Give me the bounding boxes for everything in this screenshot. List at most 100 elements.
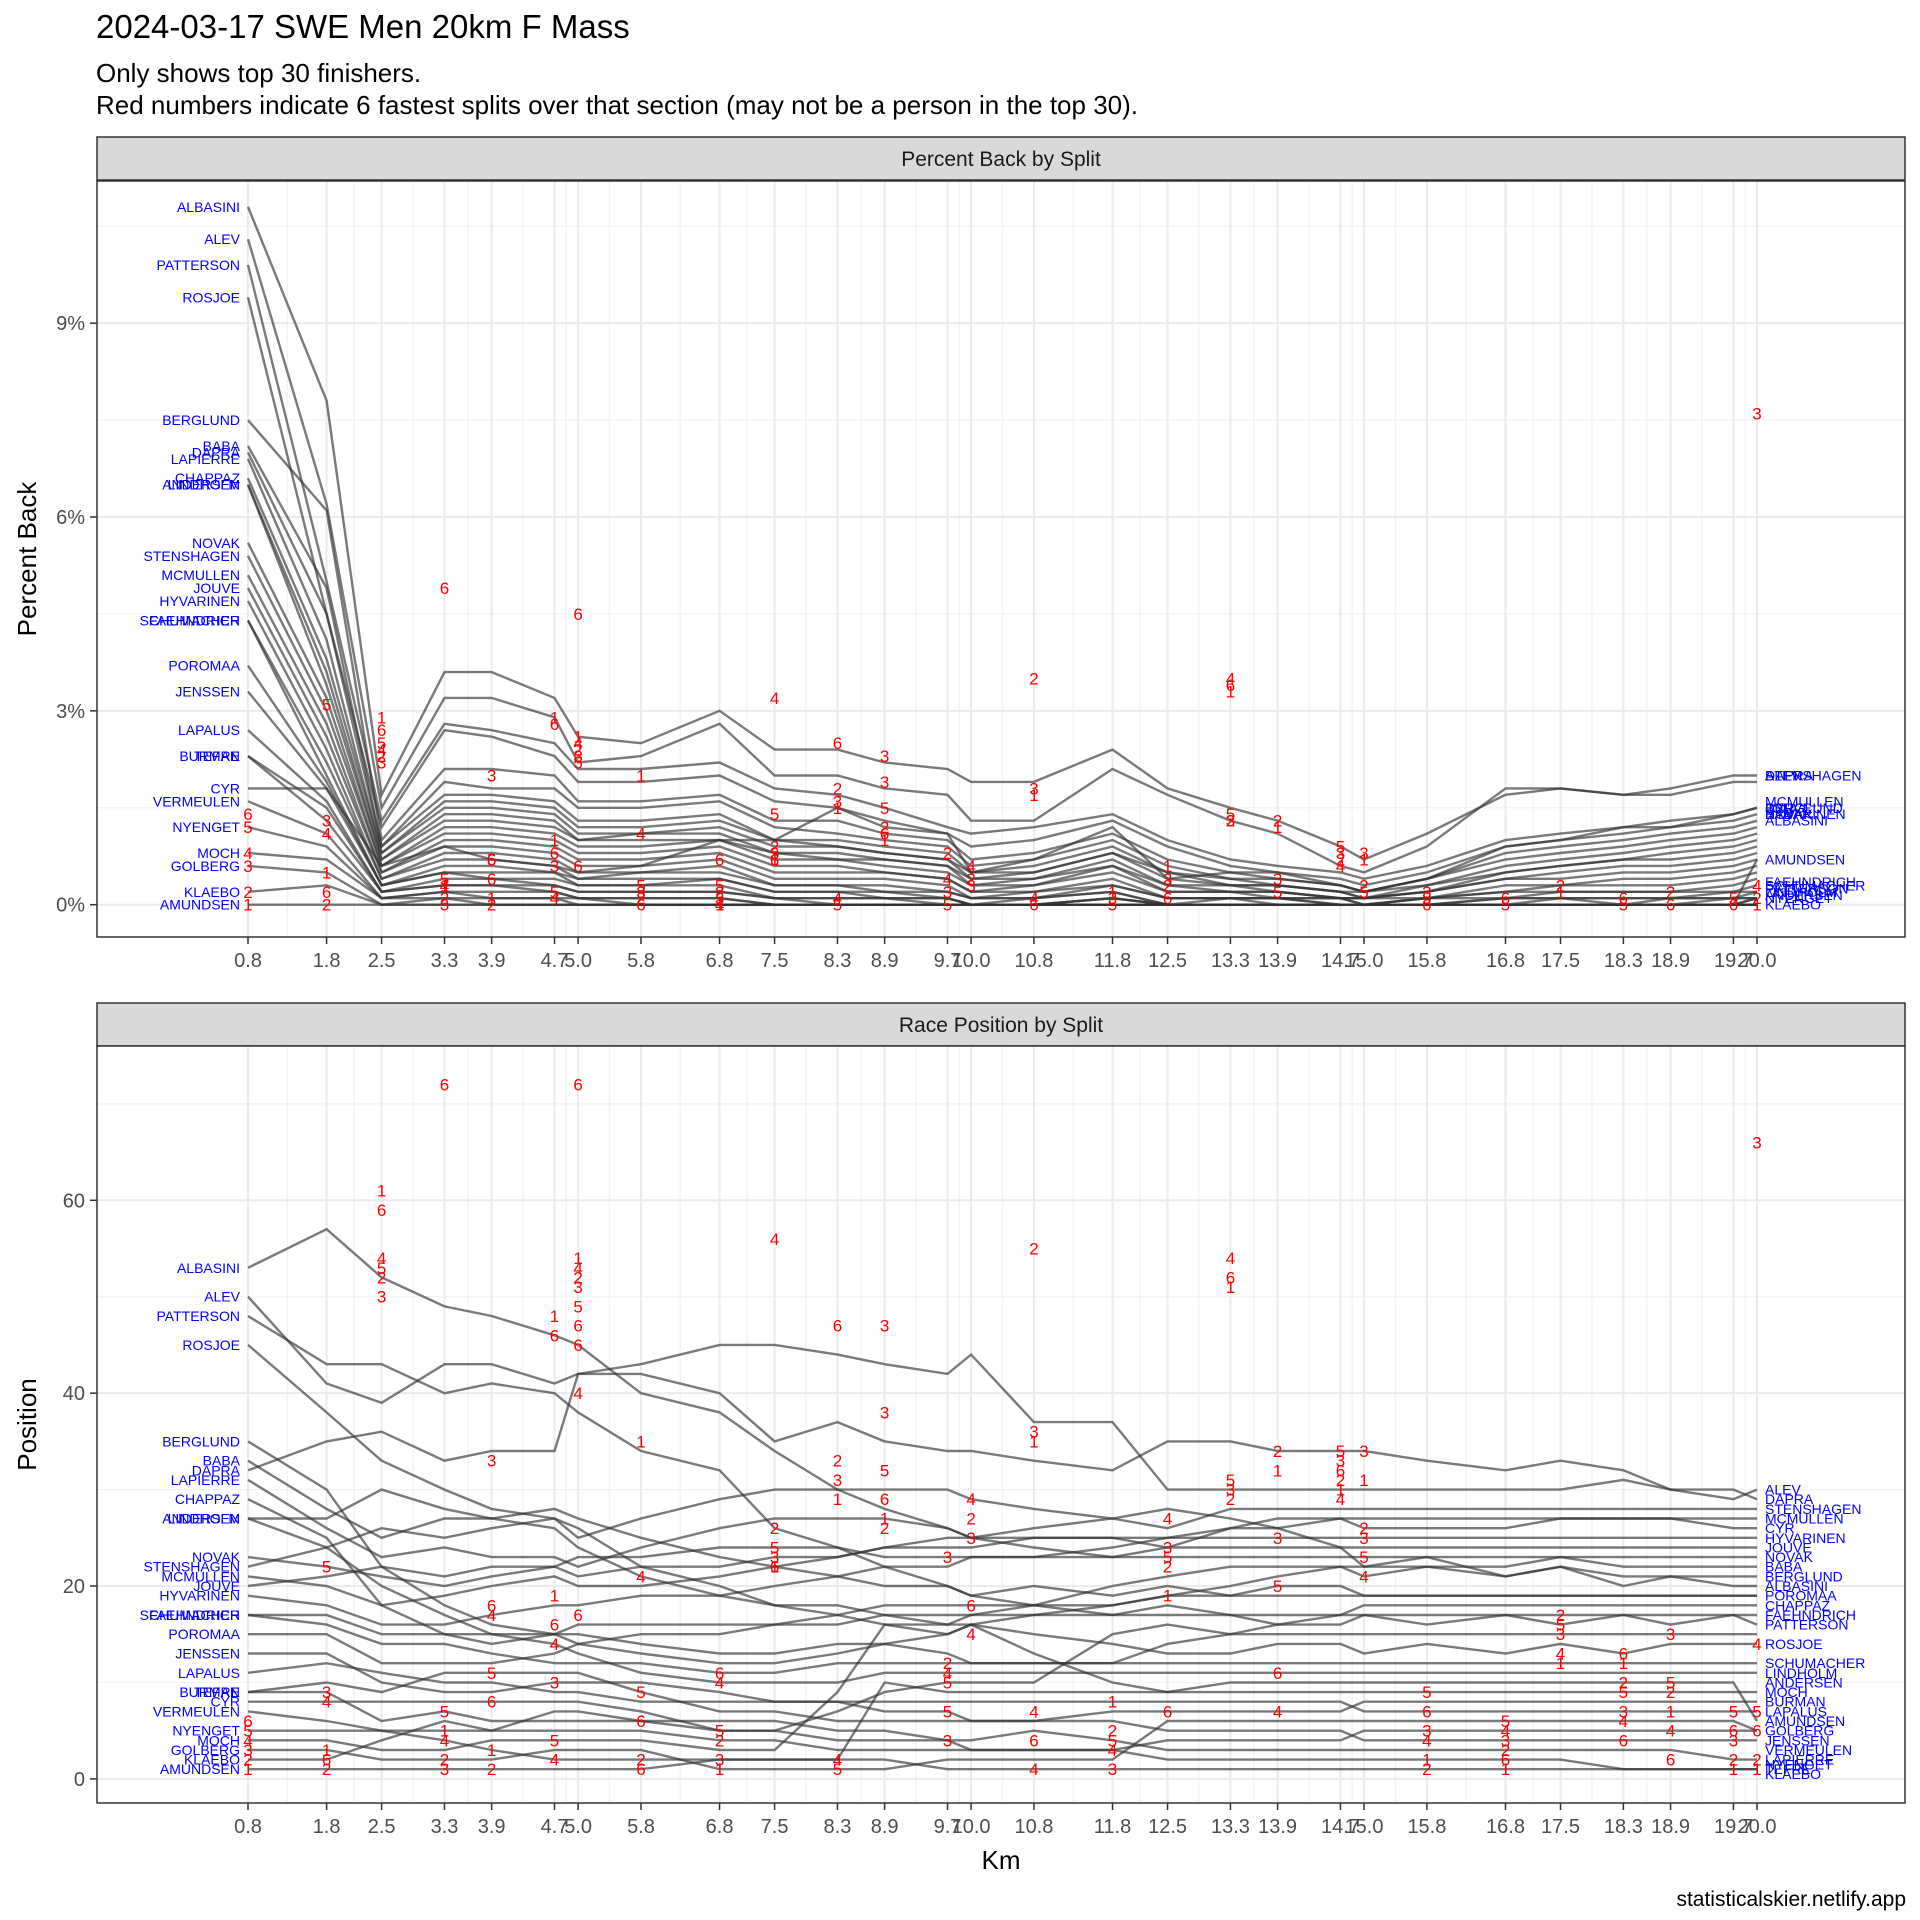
athlete-start-label: NYENGET <box>172 819 240 835</box>
split-rank-label: 3 <box>243 1741 252 1760</box>
split-rank-label: 1 <box>550 1307 559 1326</box>
athlete-end-label: STENSHAGEN <box>1765 1501 1861 1517</box>
split-rank-label: 1 <box>550 1587 559 1606</box>
x-tick-label: 7.5 <box>761 1816 789 1838</box>
split-rank-label: 5 <box>322 695 331 714</box>
athlete-start-label: MOCH <box>197 1732 240 1748</box>
x-tick-label: 0.8 <box>234 1816 262 1838</box>
split-rank-label: 3 <box>1226 812 1235 831</box>
split-rank-label: 6 <box>1226 676 1235 695</box>
split-rank-label: 2 <box>1619 1673 1628 1692</box>
split-rank-label: 1 <box>1336 1481 1345 1500</box>
split-rank-label: 2 <box>833 1452 842 1471</box>
split-rank-label: 2 <box>1163 1558 1172 1577</box>
split-rank-label: 5 <box>1422 1683 1431 1702</box>
athlete-start-label: BURMAN <box>179 748 240 764</box>
split-rank-label: 3 <box>573 747 582 766</box>
series-line <box>246 206 1757 861</box>
split-rank-label: 2 <box>377 1268 386 1287</box>
athlete-start-label: LAPALUS <box>178 722 240 738</box>
split-rank-label: 5 <box>1226 805 1235 824</box>
split-rank-label: 6 <box>550 1616 559 1635</box>
athlete-end-label: LINDHOLM <box>1765 884 1837 900</box>
x-tick-label: 15.0 <box>1345 950 1384 972</box>
split-rank-label: 1 <box>243 896 252 915</box>
x-tick-label: 3.3 <box>431 950 459 972</box>
split-rank-label: 5 <box>487 1664 496 1683</box>
x-tick-label: 14.7 <box>1321 1816 1360 1838</box>
split-rank-label: 4 <box>573 734 582 753</box>
split-rank-label: 3 <box>322 812 331 831</box>
athlete-end-label: ANDERSEN <box>1765 887 1843 903</box>
x-tick-label: 3.3 <box>431 1816 459 1838</box>
split-rank-label: 6 <box>833 1317 842 1336</box>
athlete-start-label: LAPALUS <box>178 1665 240 1681</box>
split-rank-label: 5 <box>377 1259 386 1278</box>
x-tick-label: 16.8 <box>1486 1816 1525 1838</box>
y-tick-label: 40 <box>63 1383 85 1405</box>
split-rank-label: 6 <box>1729 896 1738 915</box>
split-rank-label: 2 <box>880 818 889 837</box>
athlete-start-label: PATTERSON <box>157 1308 241 1324</box>
athlete-start-label: TEFRE <box>194 1684 240 1700</box>
x-tick-label: 14.7 <box>1321 950 1360 972</box>
athlete-end-label: SCHUMACHER <box>1765 877 1865 893</box>
athlete-end-label: KLAEBO <box>1765 897 1821 913</box>
split-rank-label: 5 <box>1556 1616 1565 1635</box>
split-rank-label: 5 <box>1359 1548 1368 1567</box>
split-rank-label: 2 <box>440 889 449 908</box>
athlete-start-label: BABA <box>203 438 241 454</box>
split-rank-label: 2 <box>1359 876 1368 895</box>
split-rank-label: 5 <box>573 1297 582 1316</box>
x-tick-label: 16.8 <box>1486 950 1525 972</box>
chart-subtitle-line-2: Red numbers indicate 6 fastest splits ov… <box>96 90 1139 120</box>
x-tick-label: 3.9 <box>478 1816 506 1838</box>
split-rank-label: 4 <box>440 1731 449 1750</box>
x-tick-label: 8.9 <box>871 1816 899 1838</box>
x-tick-label: 0.8 <box>234 950 262 972</box>
split-rank-label: 1 <box>377 1182 386 1201</box>
athlete-start-label: ALBASINI <box>177 1260 240 1276</box>
x-tick-label: 5.8 <box>627 1816 655 1838</box>
athlete-start-label: LAPIERRE <box>171 1472 240 1488</box>
split-rank-label: 6 <box>770 850 779 869</box>
split-rank-label: 3 <box>1422 1722 1431 1741</box>
split-rank-label: 5 <box>487 850 496 869</box>
athlete-start-label: TEFRE <box>194 748 240 764</box>
split-rank-label: 6 <box>1752 1722 1761 1741</box>
athlete-end-label: SCHUMACHER <box>1765 1655 1865 1671</box>
split-rank-label: 4 <box>943 870 952 889</box>
athlete-end-label: BABA <box>1765 806 1803 822</box>
split-rank-label: 3 <box>377 1288 386 1307</box>
panel-background <box>97 1046 1905 1803</box>
athlete-start-label: KLAEBO <box>184 884 240 900</box>
athlete-end-label: GOLBERG <box>1765 1723 1834 1739</box>
split-rank-label: 2 <box>1422 1760 1431 1779</box>
split-rank-label: 4 <box>1359 1567 1368 1586</box>
athlete-end-label: TEFRE <box>1765 1761 1811 1777</box>
split-rank-label: 6 <box>377 721 386 740</box>
split-rank-label: 2 <box>1273 812 1282 831</box>
split-rank-label: 3 <box>1336 844 1345 863</box>
athlete-start-label: GOLBERG <box>171 1742 240 1758</box>
series-line <box>247 1517 1757 1607</box>
series-line <box>247 1488 1757 1568</box>
split-rank-label: 4 <box>715 1673 724 1692</box>
athlete-start-label: ROSJOE <box>182 1337 240 1353</box>
facet-strip <box>96 136 1906 181</box>
split-rank-label: 2 <box>880 1519 889 1538</box>
athlete-end-label: AMUNDSEN <box>1765 1713 1845 1729</box>
split-rank-label: 2 <box>243 883 252 902</box>
split-rank-label: 3 <box>573 1278 582 1297</box>
x-tick-label: 19.7 <box>1714 1816 1753 1838</box>
split-rank-label: 6 <box>573 1336 582 1355</box>
split-rank-label: 6 <box>487 1596 496 1615</box>
series-line <box>248 1623 1757 1761</box>
split-rank-label: 3 <box>1108 1760 1117 1779</box>
split-rank-label: 6 <box>550 1326 559 1345</box>
split-rank-label: 5 <box>1359 883 1368 902</box>
split-rank-label: 2 <box>636 889 645 908</box>
split-rank-label: 5 <box>715 876 724 895</box>
series-line <box>247 419 1758 894</box>
split-rank-label: 6 <box>1163 889 1172 908</box>
